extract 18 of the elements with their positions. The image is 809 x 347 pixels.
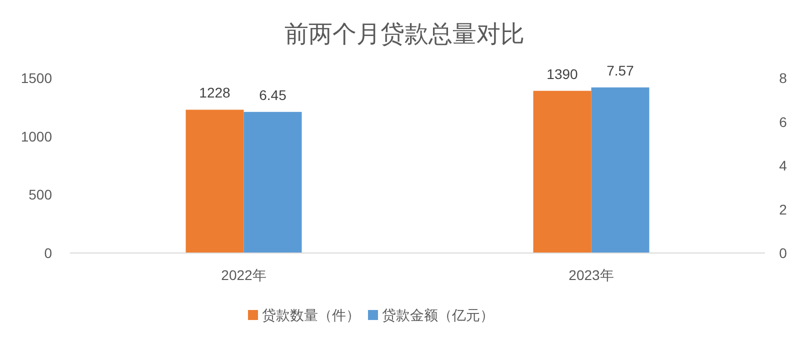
y2-tick-label: 0 [779, 245, 788, 261]
y-tick-label: 500 [28, 186, 52, 203]
chart-title: 前两个月贷款总量对比 [284, 21, 524, 48]
legend-label: 贷款金额（亿元） [382, 307, 494, 323]
legend-label: 贷款数量（件） [262, 307, 360, 323]
y-tick-label: 1000 [20, 128, 52, 144]
y-tick-label: 1500 [20, 70, 52, 86]
y2-tick-label: 8 [779, 70, 788, 86]
data-label: 1390 [546, 66, 578, 82]
x-tick-label: 2023年 [568, 267, 614, 283]
data-label: 7.57 [606, 62, 634, 78]
y2-tick-label: 4 [779, 158, 788, 174]
x-tick-label: 2022年 [221, 267, 266, 283]
y-tick-label: 0 [44, 245, 52, 261]
y2-tick-label: 6 [779, 114, 788, 130]
data-label: 1228 [199, 84, 231, 101]
data-label: 6.45 [259, 86, 287, 103]
y2-tick-label: 2 [779, 201, 788, 218]
